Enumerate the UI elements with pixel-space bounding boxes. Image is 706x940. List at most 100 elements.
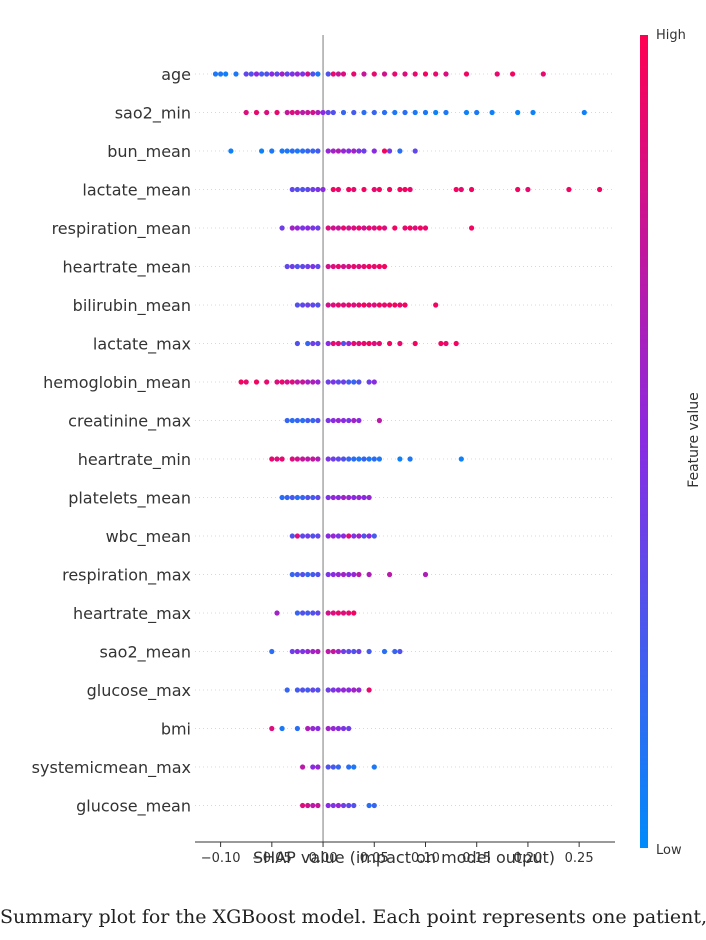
shap-point	[310, 263, 316, 270]
shap-point	[597, 186, 603, 193]
shap-point	[366, 648, 372, 655]
shap-point	[330, 148, 336, 154]
feature-label: heartrate_max	[73, 604, 191, 624]
shap-point	[330, 802, 336, 809]
shap-point	[346, 417, 352, 424]
shap-point	[346, 648, 352, 655]
shap-point	[294, 148, 300, 154]
shap-point	[212, 71, 219, 77]
shap-point	[351, 494, 357, 501]
shap-point	[294, 725, 300, 732]
shap-point	[289, 71, 295, 77]
shap-point	[294, 610, 300, 616]
shap-point	[315, 648, 321, 655]
shap-point	[279, 456, 285, 462]
feature-label: sao2_mean	[100, 643, 191, 663]
shap-point	[310, 109, 316, 116]
shap-point	[387, 571, 393, 578]
shap-point	[371, 186, 377, 193]
shap-point	[366, 225, 372, 231]
colorbar	[640, 35, 648, 848]
shap-point	[300, 456, 306, 462]
shap-point	[366, 340, 372, 347]
shap-point	[330, 687, 336, 693]
shap-point	[351, 379, 357, 385]
shap-point	[356, 225, 362, 231]
feature-labels: age sao2_min bun_mean lactate_mean respirati…	[32, 65, 191, 817]
shap-point	[361, 186, 367, 193]
feature-label: lactate_mean	[82, 181, 191, 201]
shap-point	[315, 533, 321, 539]
shap-summary-chart: age sao2_min bun_mean lactate_mean respirati…	[32, 28, 702, 867]
x-tick-label: −0.10	[201, 851, 241, 866]
shap-point	[412, 148, 418, 154]
shap-point	[325, 225, 331, 231]
shap-point	[325, 71, 331, 77]
shap-point	[320, 186, 326, 193]
shap-point	[310, 340, 316, 347]
shap-point	[264, 109, 270, 116]
shap-point	[346, 687, 352, 693]
shap-point	[310, 687, 316, 693]
shap-point	[300, 109, 306, 116]
shap-point	[463, 71, 470, 77]
shap-point	[351, 302, 357, 308]
shap-point	[228, 148, 234, 154]
shap-point	[387, 340, 393, 347]
shap-point	[330, 302, 336, 308]
shap-point	[305, 148, 311, 154]
shap-point	[305, 417, 311, 424]
shap-point	[566, 186, 572, 193]
shap-point	[284, 71, 290, 77]
shap-point	[397, 340, 403, 347]
shap-point	[346, 494, 352, 501]
shap-point	[294, 263, 300, 270]
shap-point	[376, 186, 382, 193]
shap-point	[300, 379, 306, 385]
shap-point	[346, 456, 352, 462]
shap-point	[253, 379, 260, 385]
shap-point	[397, 648, 403, 655]
shap-point	[346, 725, 352, 732]
shap-point	[310, 456, 316, 462]
shap-point	[264, 71, 270, 77]
shap-point	[335, 417, 341, 424]
shap-point	[325, 571, 331, 578]
shap-point	[340, 417, 347, 424]
shap-point	[325, 340, 331, 347]
shap-point	[300, 302, 306, 308]
shap-point	[330, 417, 336, 424]
shap-point	[289, 494, 295, 501]
shap-point	[305, 379, 311, 385]
shap-point	[346, 148, 352, 154]
shap-point	[494, 71, 500, 77]
shap-point	[335, 687, 341, 693]
feature-label: platelets_mean	[68, 489, 191, 509]
shap-point	[284, 109, 290, 116]
shap-point	[325, 764, 331, 770]
shap-point	[351, 186, 357, 193]
shap-point	[325, 417, 331, 424]
shap-point	[346, 610, 352, 616]
shap-point	[300, 802, 306, 809]
shap-point	[356, 571, 362, 578]
shap-point	[356, 687, 362, 693]
shap-point	[330, 379, 336, 385]
shap-point	[294, 648, 300, 655]
shap-point	[284, 148, 290, 154]
shap-point	[284, 687, 290, 693]
shap-point	[361, 340, 367, 347]
shap-point	[407, 456, 413, 462]
shap-point	[310, 225, 316, 231]
shap-point	[366, 802, 372, 809]
shap-point	[392, 225, 398, 231]
shap-point	[300, 417, 306, 424]
shap-point	[356, 533, 362, 539]
shap-point	[422, 571, 429, 578]
shap-point	[366, 263, 372, 270]
shap-point	[248, 71, 254, 77]
shap-point	[376, 263, 382, 270]
shap-point	[305, 802, 311, 809]
shap-point	[294, 494, 300, 501]
x-tick-label: −0.05	[252, 851, 292, 866]
